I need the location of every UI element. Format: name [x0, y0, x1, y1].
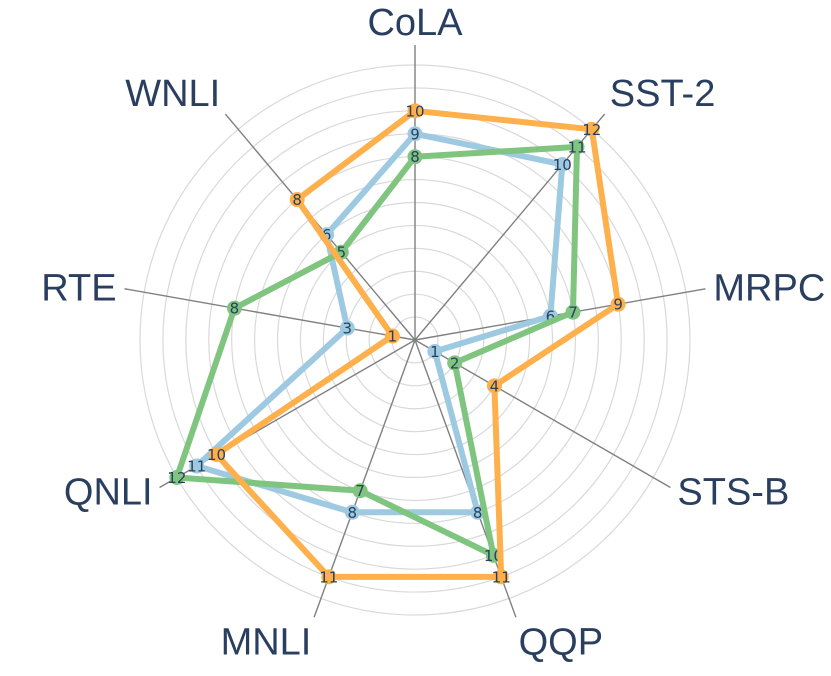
data-label: 8 — [292, 191, 302, 209]
data-label: 1 — [430, 343, 440, 361]
data-label: 11 — [492, 568, 511, 586]
axis-label: STS-B — [677, 472, 789, 514]
series-line — [213, 107, 622, 580]
data-label: 3 — [343, 320, 353, 338]
data-point — [485, 547, 501, 563]
data-label: 10 — [553, 156, 572, 174]
data-label: 2 — [450, 354, 460, 372]
series-line — [173, 143, 580, 559]
data-label: 8 — [410, 148, 420, 166]
data-label: 12 — [167, 469, 186, 487]
data-label: 6 — [546, 308, 556, 326]
data-point — [569, 139, 585, 155]
data-label: 7 — [355, 482, 365, 500]
data-label: 11 — [187, 458, 206, 476]
series-group: 9 10 6 1 8 8 11 3 6 — [187, 125, 572, 522]
data-label: 8 — [348, 504, 358, 522]
data-point — [169, 470, 185, 485]
data-point — [344, 504, 360, 520]
data-point — [384, 328, 400, 344]
data-point — [565, 304, 581, 320]
data-label: 4 — [490, 377, 500, 395]
axis-label: QNLI — [64, 472, 153, 514]
axis-spoke — [224, 113, 416, 341]
data-point — [447, 355, 463, 371]
axis-spoke — [124, 288, 416, 341]
data-label: 5 — [337, 244, 347, 262]
data-label: 11 — [567, 138, 586, 156]
data-point — [610, 296, 626, 312]
data-point — [226, 300, 242, 316]
data-point — [209, 447, 225, 463]
data-point — [584, 121, 600, 137]
data-point — [554, 156, 570, 172]
axis-label: CoLA — [367, 2, 463, 44]
data-label: 9 — [613, 296, 623, 314]
data-point — [289, 192, 305, 208]
data-point — [427, 343, 443, 359]
data-label: 11 — [319, 568, 338, 586]
data-label: 8 — [230, 300, 240, 318]
data-point — [486, 378, 502, 394]
data-label: 6 — [322, 226, 332, 244]
data-point — [407, 103, 423, 119]
axis-label: WNLI — [125, 73, 220, 115]
axis-label: MRPC — [713, 267, 825, 309]
data-point — [407, 126, 423, 142]
data-point — [352, 483, 368, 499]
data-label: 10 — [207, 446, 226, 464]
axis-label: QQP — [519, 622, 603, 664]
data-label: 8 — [473, 504, 483, 522]
data-label: 12 — [582, 121, 601, 139]
data-label: 7 — [568, 304, 578, 322]
axis-label: MNLI — [221, 622, 312, 664]
data-point — [189, 458, 205, 474]
data-point — [407, 149, 423, 165]
data-point — [339, 320, 355, 336]
data-point — [493, 569, 509, 585]
data-label: 1 — [388, 328, 398, 346]
data-label: 9 — [410, 125, 420, 143]
data-point — [321, 569, 337, 585]
axis-label: SST-2 — [610, 73, 716, 115]
axis-label: RTE — [41, 267, 116, 309]
series-line — [193, 130, 566, 516]
axis-labels: CoLA SST-2 MRPC STS-B QQP MNLI QNLI RTE WNLI — [41, 2, 825, 664]
data-label: 10 — [405, 102, 424, 120]
